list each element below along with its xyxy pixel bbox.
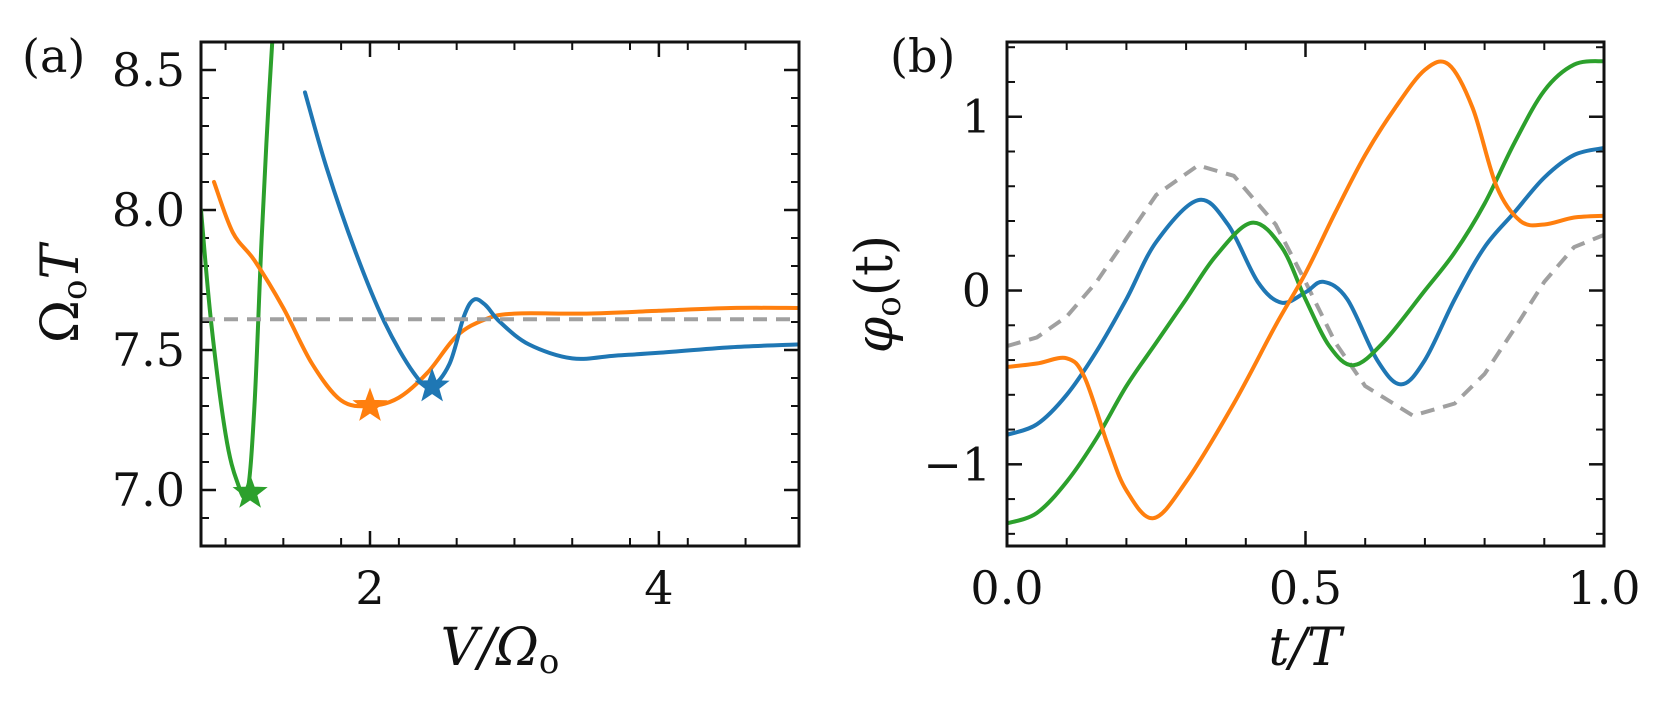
panel-b: 0.0 0.5 1.0 −1 0 1 (b) t/T φo(t) [845, 29, 1641, 678]
panel-b-ylabel-tail: (t) [845, 235, 905, 296]
panel-b-ytick-label: 0 [962, 264, 991, 318]
panel-a-xtick-label: 2 [355, 561, 384, 615]
panel-a-marker-blue-optimum [414, 367, 450, 402]
panel-a-ylabel-main: Ω [31, 300, 91, 343]
panel-b-series-orange [1007, 59, 1604, 521]
panel-a: 2 47.07.58.08.5 (a) V/Ωo ΩoT [22, 29, 801, 682]
panel-a-ytick-label: 7.0 [112, 463, 185, 517]
panel-b-ylabel: φo(t) [845, 235, 909, 353]
panel-a-ytick-label: 7.5 [112, 323, 185, 377]
panel-a-frame [199, 40, 801, 548]
panel-b-ytick-label: −1 [923, 437, 991, 491]
panel-a-xlabel: V/Ωo [441, 618, 560, 682]
panel-a-series-green [201, 42, 275, 500]
panel-a-marker-orange-optimum [352, 387, 388, 421]
panel-a-xtick-label: 4 [644, 561, 673, 615]
panel-a-ylabel-sub: o [55, 280, 95, 300]
panel-a-series [201, 42, 799, 500]
panel-b-xtick-label: 1.0 [1567, 561, 1640, 615]
panel-b-series-green [1007, 59, 1604, 526]
panel-b-series [1007, 59, 1604, 526]
panel-a-xlabel-main: V/Ω [441, 618, 539, 678]
panel-b-ytick-label: 1 [962, 90, 991, 144]
panel-a-marker-green-optimum [232, 474, 268, 508]
panel-b-ylabel-main: φ [845, 316, 905, 353]
panel-a-series-blue [303, 90, 799, 389]
panel-a-ytick-label: 8.0 [112, 183, 185, 237]
panel-b-xtick-label: 0.5 [1269, 561, 1342, 615]
panel-a-markers [232, 367, 450, 508]
panel-b-xtick-label: 0.0 [970, 561, 1043, 615]
panel-b-series-blue [1007, 146, 1604, 437]
panel-a-label: (a) [22, 29, 85, 83]
panel-a-xlabel-sub: o [539, 642, 559, 682]
panel-a-ticks: 2 4 7.0 7.5 8.0 8.5 [112, 41, 799, 615]
panel-b-label: (b) [890, 29, 955, 83]
panel-a-ylabel: ΩoT [31, 242, 95, 344]
panel-b-ylabel-sub: o [869, 296, 909, 316]
panel-b-ticks: 0.0 0.5 1.0 −1 0 1 [923, 42, 1641, 615]
panel-b-frame [1005, 40, 1606, 548]
panel-a-ylabel-tail: T [31, 242, 91, 280]
panel-a-series-orange [212, 180, 799, 409]
panel-a-ytick-label: 8.5 [112, 43, 185, 97]
panel-b-xlabel: t/T [1268, 618, 1344, 678]
